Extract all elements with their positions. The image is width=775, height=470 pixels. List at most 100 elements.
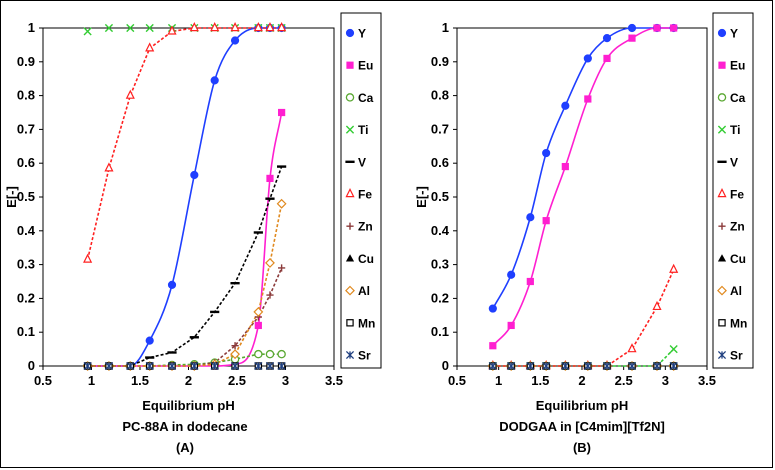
y-tick-label: 0.5 [17,189,35,204]
legend-marker-al [345,285,355,296]
y-tick-label: 0.9 [431,54,449,69]
legend-marker-eu [718,61,726,69]
data-point-sr [561,361,570,371]
series-fe [83,22,287,263]
chart-panel-2: 0 0.1 0.2 0.3 0.4 0.5 0.6 0.7 0.8 0.9 1 0.5 1 1.5 2 2.5… [414,12,754,455]
legend-label-y: Y [358,27,366,41]
data-point-ca [265,349,275,359]
legend: Y Eu Ca Ti V Fe Zn Cu Al Mn Sr [712,12,754,369]
legend-marker-cu [717,254,727,262]
data-point-sr [526,361,535,371]
series-line-v [87,166,283,367]
legend-marker-eu [346,61,354,69]
legend-label-sr: Sr [358,349,371,363]
legend-marker-sr [345,350,355,360]
y-tick-label: 0.9 [17,54,35,69]
legend-label-ti: Ti [730,123,740,137]
data-point-fe [125,89,135,99]
x-tick-label: 2 [578,373,585,388]
data-point-eu [489,342,497,350]
data-point-fe [145,42,155,52]
data-point-ti [104,23,114,33]
legend-marker-al [717,285,727,296]
data-point-sr [83,361,92,371]
legend-label-eu: Eu [358,59,373,73]
data-point-fe [210,22,220,32]
series-sr [488,361,678,371]
legend-marker-ti [717,125,727,134]
data-point-zn [278,264,286,272]
data-point-sr [583,361,592,371]
data-point-sr [652,361,662,371]
legend-label-ca: Ca [358,91,374,105]
y-tick-label: 0.5 [431,189,449,204]
x-tick-label: 1 [88,373,95,388]
x-tick-label: 3.5 [698,373,716,388]
legend-label-sr: Sr [730,349,743,363]
data-point-eu [507,321,515,330]
legend-marker-y [345,28,355,38]
y-axis-label: E[-] [4,186,19,208]
data-point-ca [277,349,286,359]
legend-label-zn: Zn [730,220,745,234]
chart-subtitle: PC-88A in dodecane [122,419,247,434]
data-point-sr [488,361,497,371]
data-point-fe [669,263,679,273]
data-point-sr [627,361,637,371]
data-point-sr [669,361,678,371]
data-point-y [230,36,240,45]
data-point-y [542,148,551,158]
data-point-y [190,170,199,180]
legend-label-y: Y [730,27,738,41]
data-point-eu [542,217,550,225]
y-tick-label: 0.3 [431,257,449,272]
data-point-sr [210,361,219,371]
y-tick-label: 0.1 [431,324,449,339]
data-point-fe [253,22,263,32]
legend-marker-ca [717,93,727,102]
data-point-sr [167,361,177,371]
data-point-fe [167,25,177,35]
x-tick-label: 3.5 [325,373,343,388]
panel-label: (B) [573,440,591,455]
data-point-ti [145,23,154,33]
x-axis-label: Equilibrium pH [142,398,234,413]
data-point-eu [584,95,592,103]
data-point-y [145,336,154,345]
series-line-ca [87,353,282,367]
x-tick-label: 1.5 [531,373,549,388]
chart-subtitle: DODGAA in [C4mim][Tf2N] [499,419,665,434]
data-point-y [210,76,219,85]
plot-area [456,27,708,367]
x-tick-label: 0.5 [448,373,466,388]
data-point-sr [254,361,263,371]
data-point-y [167,280,177,289]
data-point-sr [507,361,516,371]
series-fe [488,263,679,370]
x-tick-label: 2 [185,373,192,388]
y-tick-label: 0 [442,358,449,373]
data-point-sr [126,361,135,371]
data-point-eu [628,34,636,42]
legend-label-al: Al [730,284,742,298]
data-point-sr [602,361,612,371]
data-point-fe [265,22,275,32]
series-eu [489,24,678,350]
panel-label: (A) [176,440,194,455]
legend-marker-fe [345,188,355,198]
data-point-zn [231,342,239,350]
plot-area [42,27,335,367]
data-point-zn [266,291,274,299]
data-point-eu [670,24,678,32]
y-tick-label: 0.4 [431,223,450,238]
legend: Y Eu Ca Ti V Fe Zn Cu Al Mn Sr [340,12,382,369]
legend-label-ca: Ca [730,91,746,105]
legend-marker-zn [718,222,726,230]
series-sr [83,361,286,371]
data-point-fe [277,22,287,32]
legend-marker-fe [717,188,727,198]
series-line-ti [492,348,675,367]
data-point-y [602,34,612,43]
